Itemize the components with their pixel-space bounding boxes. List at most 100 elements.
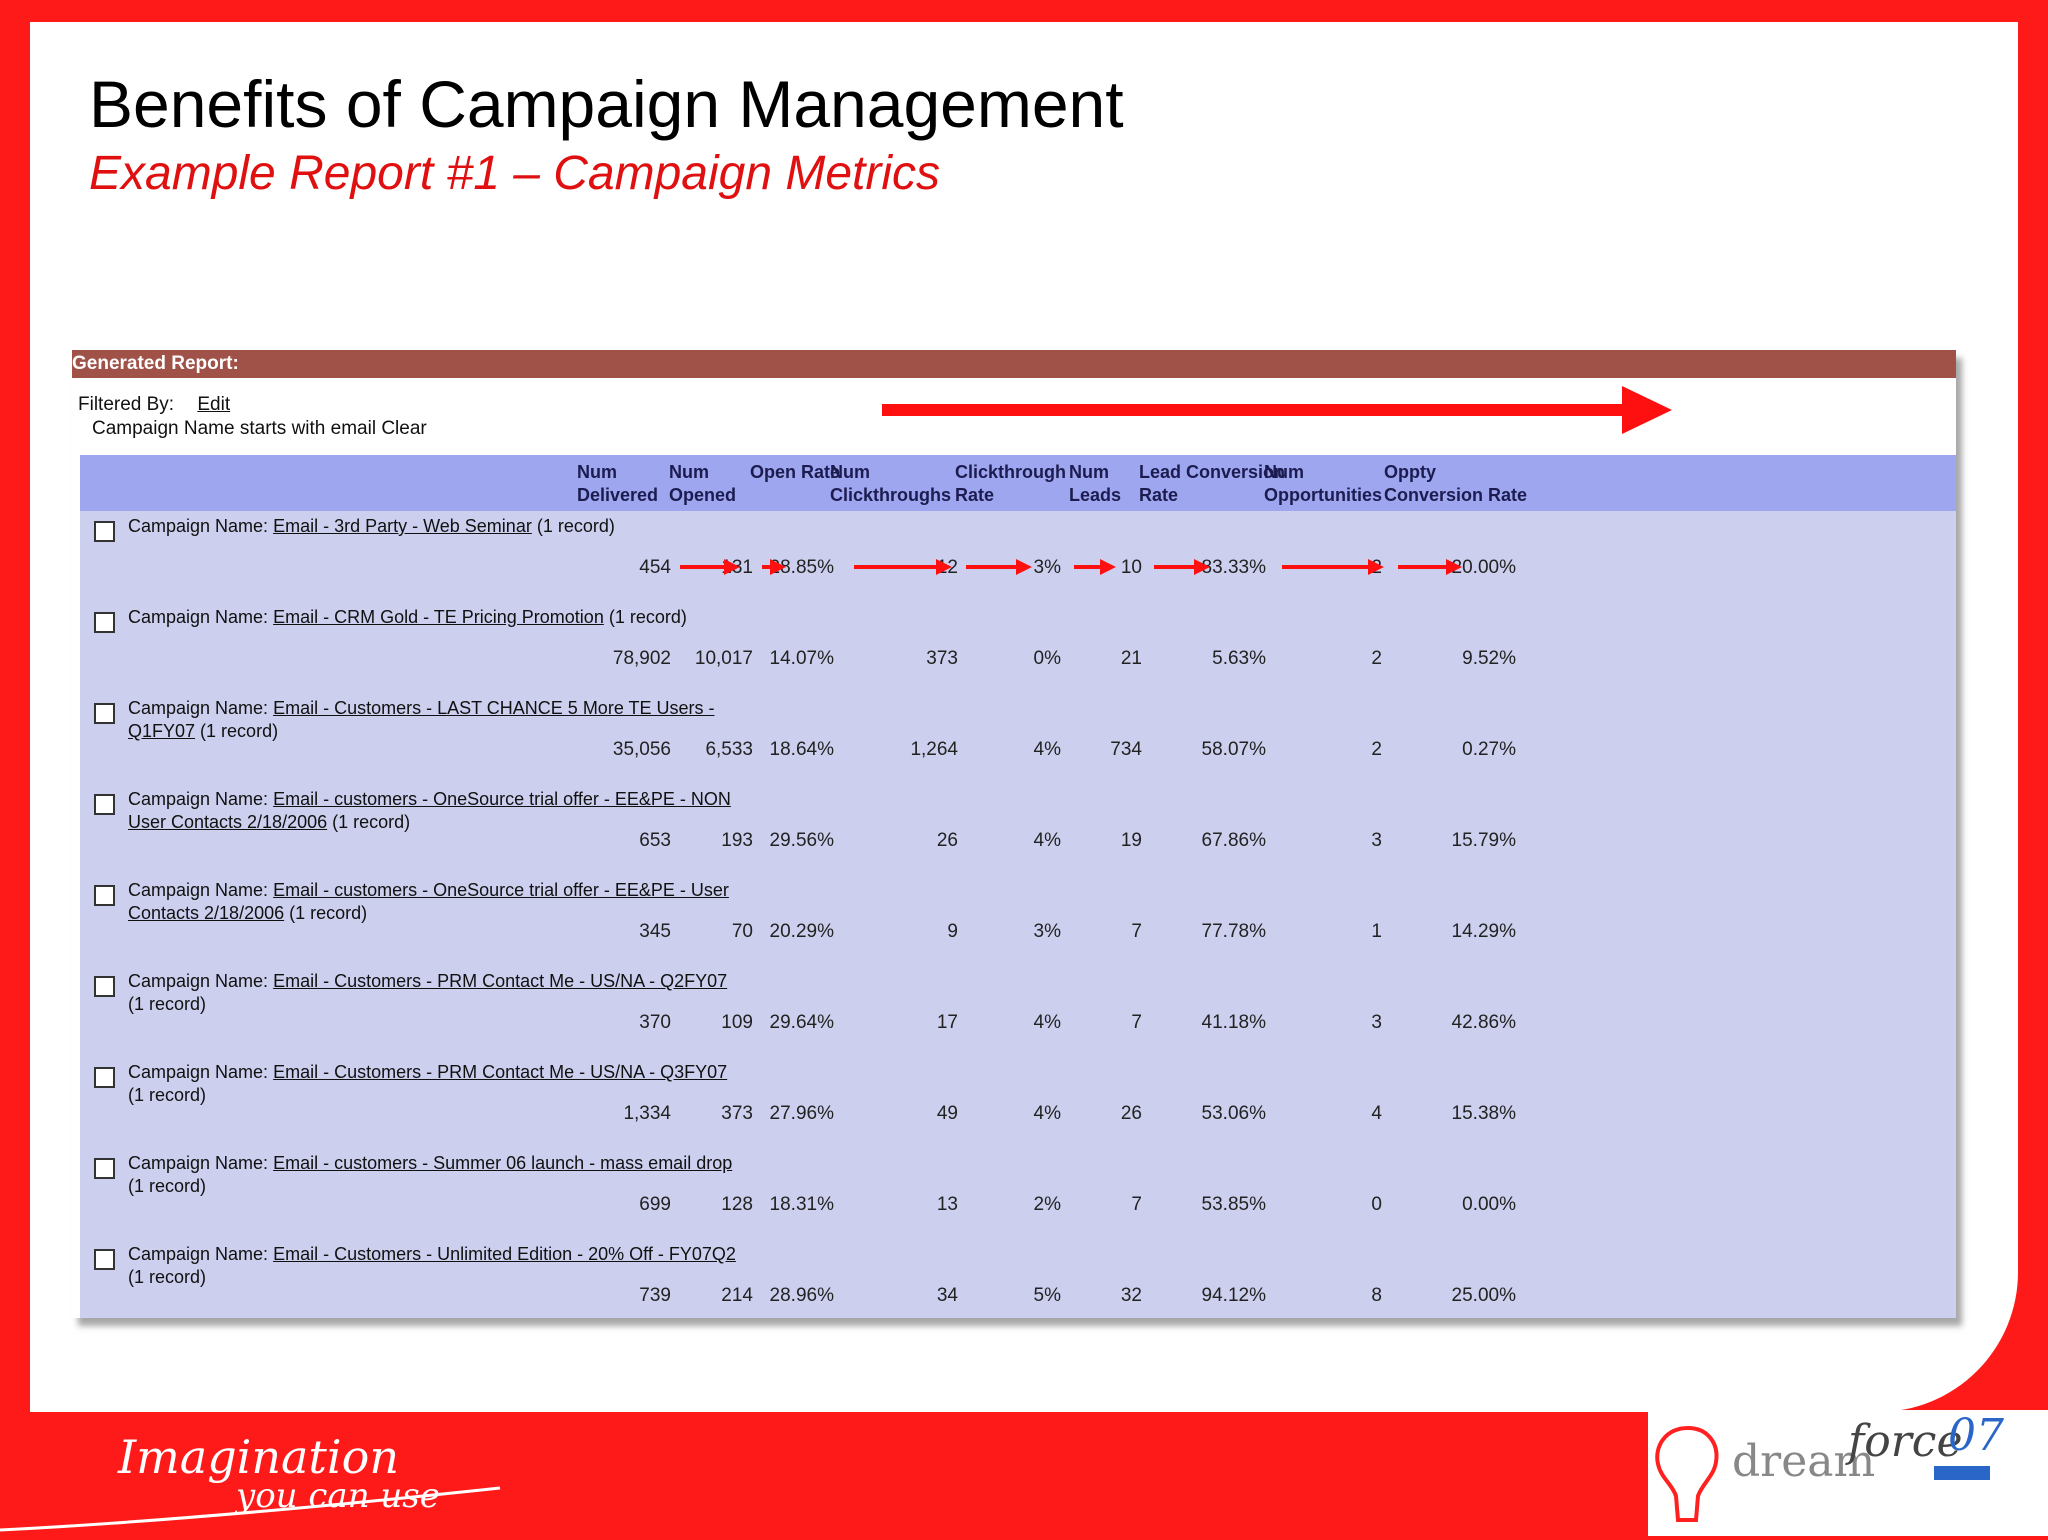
row-checkbox[interactable] xyxy=(94,612,115,633)
row-checkbox[interactable] xyxy=(94,885,115,906)
lightbulb-icon xyxy=(1655,1425,1719,1522)
campaign-link[interactable]: Email - Customers - LAST CHANCE 5 More T… xyxy=(128,698,715,741)
metric-cell: 4 xyxy=(1371,1103,1382,1124)
metric-cell: 20.00% xyxy=(1451,557,1516,578)
metric-cell: 17 xyxy=(936,1012,958,1033)
metric-cell: 0% xyxy=(1033,648,1061,669)
row-checkbox[interactable] xyxy=(94,1067,115,1088)
column-header[interactable]: Num Opportunities xyxy=(1264,462,1382,505)
record-count: (1 record) xyxy=(128,994,207,1014)
metric-cell: 19 xyxy=(1120,830,1142,851)
metric-cell: 4% xyxy=(1033,1012,1061,1033)
campaign-name-label: Campaign Name: xyxy=(128,698,269,718)
metric-cell: 6,533 xyxy=(705,739,753,760)
row-checkbox[interactable] xyxy=(94,1158,115,1179)
metric-cell: 2% xyxy=(1033,1194,1061,1215)
campaign-name-label: Campaign Name: xyxy=(128,1153,269,1173)
campaign-name-label: Campaign Name: xyxy=(128,789,269,809)
campaign-link[interactable]: Email - 3rd Party - Web Seminar xyxy=(273,516,532,536)
metric-cell: 8 xyxy=(1371,1285,1382,1306)
row-checkbox[interactable] xyxy=(94,1249,115,1270)
metric-cell: 14.07% xyxy=(769,648,834,669)
edit-filter-link[interactable]: Edit xyxy=(197,394,231,415)
column-header[interactable]: Num Leads xyxy=(1069,462,1122,505)
metric-cell: 2 xyxy=(1371,739,1382,760)
metric-cell: 1,264 xyxy=(910,739,958,760)
metric-cell: 18.64% xyxy=(769,739,834,760)
campaign-name-cell: Campaign Name: Email - Customers - LAST … xyxy=(128,697,748,743)
campaign-link[interactable]: Email - customers - OneSource trial offe… xyxy=(128,880,729,923)
column-header[interactable]: Clickthrough Rate xyxy=(955,462,1066,505)
metric-cell: 42.86% xyxy=(1451,1012,1516,1033)
metric-cell: 21 xyxy=(1120,648,1142,669)
flow-step-arrow-icon xyxy=(1282,559,1384,575)
campaign-name-cell: Campaign Name: Email - customers - OneSo… xyxy=(128,879,748,925)
logo-dream-text: dream xyxy=(1732,1436,1876,1487)
campaign-link[interactable]: Email - Customers - PRM Contact Me - US/… xyxy=(273,1062,728,1082)
table-row: Campaign Name: Email - Customers - Unlim… xyxy=(80,1239,1956,1330)
metric-cell: 699 xyxy=(639,1194,671,1215)
swoosh-decoration xyxy=(0,1486,501,1532)
metric-cell: 0.00% xyxy=(1462,1194,1516,1215)
metric-cell: 25.00% xyxy=(1451,1285,1516,1306)
row-checkbox[interactable] xyxy=(94,521,115,542)
table-row: Campaign Name: Email - customers - OneSo… xyxy=(80,875,1956,966)
row-checkbox[interactable] xyxy=(94,703,115,724)
metric-cell: 373 xyxy=(721,1103,753,1124)
column-header[interactable]: Num Clickthroughs xyxy=(830,462,952,505)
metric-cell: 15.79% xyxy=(1451,830,1516,851)
logo-text-line2: you can use xyxy=(236,1476,440,1516)
row-checkbox[interactable] xyxy=(94,976,115,997)
metric-cell: 0 xyxy=(1371,1194,1382,1215)
flow-step-arrow-icon xyxy=(854,559,952,575)
metric-cell: 7 xyxy=(1131,1012,1142,1033)
metric-cell: 27.96% xyxy=(769,1103,834,1124)
metric-cell: 7 xyxy=(1131,1194,1142,1215)
table-row: Campaign Name: Email - Customers - PRM C… xyxy=(80,966,1956,1057)
campaign-link[interactable]: Email - customers - Summer 06 launch - m… xyxy=(273,1153,733,1173)
campaign-name-cell: Campaign Name: Email - customers - Summe… xyxy=(128,1152,748,1198)
record-count: (1 record) xyxy=(603,607,687,627)
flow-step-arrow-icon xyxy=(1074,559,1116,575)
metric-cell: 49 xyxy=(936,1103,958,1124)
campaign-name-cell: Campaign Name: Email - Customers - PRM C… xyxy=(128,1061,748,1107)
column-header[interactable]: Lead Conversion Rate xyxy=(1139,462,1286,505)
flow-arrow-icon xyxy=(882,386,1672,434)
logo-force-text: force xyxy=(1848,1416,1963,1467)
table-row: Campaign Name: Email - Customers - PRM C… xyxy=(80,1057,1956,1148)
campaign-link[interactable]: Email - Customers - Unlimited Edition - … xyxy=(273,1244,736,1264)
campaign-link[interactable]: Email - customers - OneSource trial offe… xyxy=(128,789,731,832)
metric-cell: 4% xyxy=(1033,739,1061,760)
metric-cell: 53.85% xyxy=(1201,1194,1266,1215)
column-header[interactable]: Open Rate xyxy=(750,462,841,482)
campaign-name-label: Campaign Name: xyxy=(128,516,269,536)
table-row: Campaign Name: Email - customers - Summe… xyxy=(80,1148,1956,1239)
column-header[interactable]: Num Opened xyxy=(669,462,737,505)
logo-year-text: 07 xyxy=(1948,1410,2004,1461)
metric-cell: 10 xyxy=(1120,557,1142,578)
metric-cell: 1 xyxy=(1371,921,1382,942)
campaign-name-label: Campaign Name: xyxy=(128,971,269,991)
filter-description: Campaign Name starts with email Clear xyxy=(92,418,427,439)
record-count: (1 record) xyxy=(128,1176,207,1196)
column-header[interactable]: Oppty Conversion Rate xyxy=(1384,462,1528,505)
campaign-link[interactable]: Email - Customers - PRM Contact Me - US/… xyxy=(273,971,728,991)
campaign-link[interactable]: Email - CRM Gold - TE Pricing Promotion xyxy=(273,607,604,627)
logo-badge xyxy=(1934,1466,1990,1480)
campaign-name-label: Campaign Name: xyxy=(128,1062,269,1082)
record-count: (1 record) xyxy=(531,516,615,536)
campaign-name-label: Campaign Name: xyxy=(128,1244,269,1264)
imagination-logo: Imagination you can use xyxy=(118,1430,440,1516)
metric-cell: 1,334 xyxy=(623,1103,671,1124)
metric-cell: 41.18% xyxy=(1201,1012,1266,1033)
metric-cell: 0.27% xyxy=(1462,739,1516,760)
table-row: Campaign Name: Email - customers - OneSo… xyxy=(80,784,1956,875)
metric-cell: 2 xyxy=(1371,648,1382,669)
campaign-name-label: Campaign Name: xyxy=(128,880,269,900)
column-header[interactable]: Num Delivered xyxy=(577,462,659,505)
metric-cell: 77.78% xyxy=(1201,921,1266,942)
slide-subtitle: Example Report #1 – Campaign Metrics xyxy=(89,147,941,200)
report-header: Generated Report: xyxy=(72,350,1956,378)
row-checkbox[interactable] xyxy=(94,794,115,815)
campaign-name-cell: Campaign Name: Email - 3rd Party - Web S… xyxy=(128,515,748,538)
